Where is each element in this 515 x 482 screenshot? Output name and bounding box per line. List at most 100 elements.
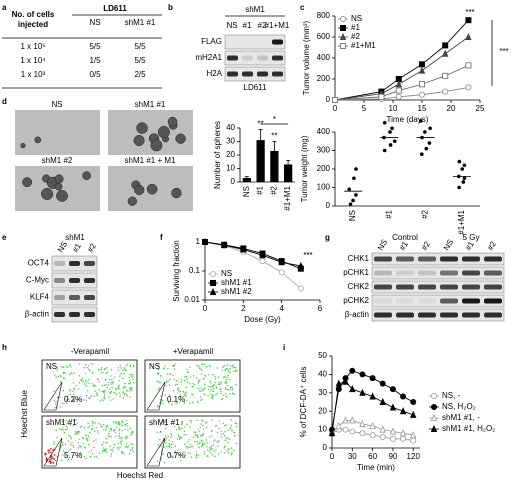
flow-dot (177, 390, 180, 392)
flow-dot (129, 389, 132, 392)
flow-dot (164, 394, 166, 396)
flow-dot (198, 367, 201, 369)
blot-band (440, 298, 458, 304)
flow-dot (87, 365, 90, 367)
blot-band (484, 270, 502, 276)
flow-dot (105, 372, 108, 374)
flow-dot (197, 454, 200, 456)
micrograph (108, 110, 193, 155)
flow-dot (56, 396, 59, 399)
y-tick-label: 200 (317, 164, 331, 173)
flow-dot (82, 380, 85, 383)
blot-band (484, 312, 502, 318)
flow-dot (102, 451, 104, 453)
y-tick-label: 10 (318, 425, 327, 434)
flow-dot (118, 432, 121, 435)
flow-dot (126, 436, 128, 439)
flow-dot (196, 441, 198, 443)
flow-dot (225, 380, 227, 383)
flow-dot (62, 377, 65, 379)
flow-dot (122, 369, 124, 372)
flow-dot (215, 393, 217, 396)
series-line (331, 370, 414, 430)
marker (278, 269, 285, 276)
flow-dot (79, 452, 81, 455)
flow-dot (233, 370, 235, 372)
blot-row-label: β-actin (345, 310, 369, 319)
flow-dot (175, 403, 177, 405)
flow-dot (198, 446, 200, 449)
point (460, 167, 465, 171)
flow-dot (231, 452, 233, 454)
flow-dot (227, 388, 229, 391)
series-line (331, 419, 414, 436)
series-line (334, 86, 469, 101)
flow-dot (179, 436, 181, 438)
y-tick-label: 400 (317, 53, 331, 62)
flow-dot (170, 455, 173, 458)
table-cell: 5/5 (134, 56, 146, 65)
flow-dot (217, 441, 219, 443)
flow-dot (216, 367, 219, 369)
marker (430, 424, 438, 432)
flow-dot (196, 365, 198, 367)
sphere (136, 122, 148, 134)
blot-lane: #2 (420, 239, 433, 252)
flow-dot (224, 364, 226, 367)
flow-dot (89, 455, 92, 458)
flow-dot (70, 438, 72, 440)
flow-dot (207, 373, 210, 376)
flow-dot (68, 440, 70, 442)
flow-dot (220, 390, 222, 393)
flow-dot (235, 422, 238, 425)
flow-dot (98, 452, 101, 455)
flow-dot (180, 394, 182, 396)
flow-dot (210, 452, 212, 454)
flow-dot (110, 381, 112, 384)
marker (410, 437, 417, 444)
flow-dot (99, 400, 102, 402)
flow-dot (181, 423, 183, 426)
annotation: * (273, 115, 276, 124)
flow-dot (107, 433, 110, 435)
blot-row-label: pCHK2 (343, 296, 369, 305)
blot-row-label: C-Myc (26, 276, 49, 285)
marker (339, 32, 347, 40)
blot-band (418, 256, 436, 262)
point (419, 152, 424, 156)
flow-dot (93, 395, 95, 397)
flow-dot (112, 430, 115, 432)
marker (359, 371, 366, 378)
error-bar (244, 176, 249, 178)
flow-dot (199, 368, 201, 370)
flow-dot (157, 372, 160, 374)
flow-dot (201, 443, 203, 446)
flow-dot (130, 443, 132, 445)
flow-dot (222, 394, 225, 397)
flow-dot (216, 440, 218, 443)
flow-dot (183, 402, 186, 404)
flow-dot (90, 396, 92, 398)
flow-dot (193, 431, 195, 433)
flow-dot (55, 401, 57, 403)
flow-dot (109, 430, 111, 433)
flow-dot (85, 394, 88, 397)
flow-dot (223, 424, 226, 427)
point (351, 198, 355, 203)
flow-dot (184, 392, 186, 394)
blot-group: 5 Gy (463, 233, 480, 242)
flow-dot (92, 385, 95, 387)
micrograph (15, 110, 100, 155)
flow-dot (65, 425, 68, 428)
flow-dot (132, 364, 135, 366)
flow-dot (162, 453, 165, 455)
y-tick-label: 100 (317, 183, 331, 192)
flow-gate (43, 437, 63, 467)
flow-dot (235, 369, 238, 372)
table-cell: 1 x 10⁵ (20, 42, 45, 51)
flow-dot (128, 452, 131, 455)
flow-dot (162, 403, 165, 405)
x-tick-label: #1+M1 (457, 209, 466, 234)
flow-dot (176, 438, 179, 440)
flow-dot (105, 451, 108, 453)
